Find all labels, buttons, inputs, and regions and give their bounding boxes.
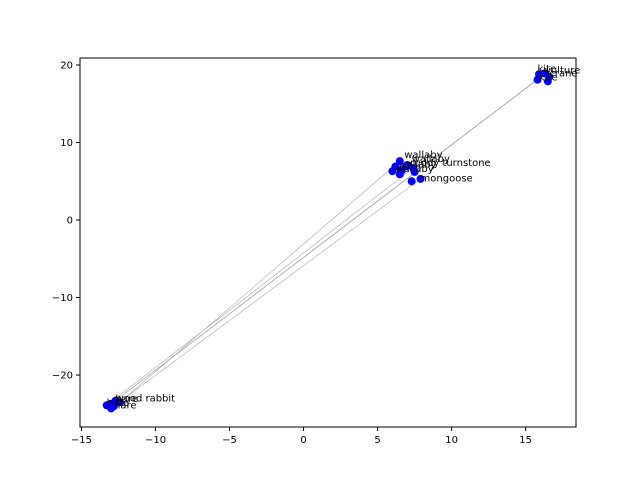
point-label: mongoose [421, 173, 473, 184]
x-tick-label: 10 [445, 435, 458, 446]
data-point [388, 167, 397, 176]
point-label: wallaby [412, 154, 450, 165]
data-point [395, 157, 404, 166]
x-axis: −15 −10 −5 0 5 10 15 [71, 427, 532, 446]
point-label: wallaby [398, 159, 436, 170]
x-tick-label: 5 [374, 435, 380, 446]
point-label: hare [107, 398, 130, 409]
point-label: hare [116, 394, 139, 405]
y-tick-label: 10 [60, 138, 73, 149]
point-label: ruddy turnstone [410, 158, 491, 169]
point-label: wallaby [395, 164, 433, 175]
connection-line [113, 178, 421, 407]
data-point [395, 170, 404, 179]
y-tick-label: 0 [67, 216, 73, 227]
point-label: kite [539, 72, 558, 83]
data-point [533, 75, 542, 84]
data-point [410, 167, 419, 176]
data-point [107, 404, 116, 413]
point-label: vulture [545, 66, 580, 77]
data-point [543, 77, 552, 86]
y-tick-label: 20 [60, 60, 73, 71]
point-label: kite [538, 64, 557, 75]
y-tick-label: −20 [52, 371, 73, 382]
connection-line [106, 167, 414, 406]
data-point [416, 174, 425, 183]
connection-line [119, 160, 401, 403]
y-axis: −20 −10 0 10 20 [52, 60, 80, 382]
x-tick-label: −5 [222, 435, 237, 446]
x-tick-label: 0 [300, 435, 306, 446]
x-tick-label: −10 [145, 435, 166, 446]
data-point [115, 398, 124, 407]
x-tick-label: −15 [71, 435, 92, 446]
x-tick-label: 15 [519, 435, 532, 446]
y-tick-label: −10 [52, 293, 73, 304]
point-label: hare [114, 400, 137, 411]
point-label: crane [549, 69, 577, 80]
data-point [407, 177, 416, 186]
connection-line [115, 79, 538, 401]
data-points [102, 69, 554, 413]
plot-frame [79, 57, 577, 428]
connection-lines [106, 73, 546, 407]
point-label: wallaby [404, 150, 442, 161]
point-labels: vulturekitecranekitewallabywallabyruddy … [107, 64, 581, 411]
point-label: wood rabbit [116, 393, 176, 404]
